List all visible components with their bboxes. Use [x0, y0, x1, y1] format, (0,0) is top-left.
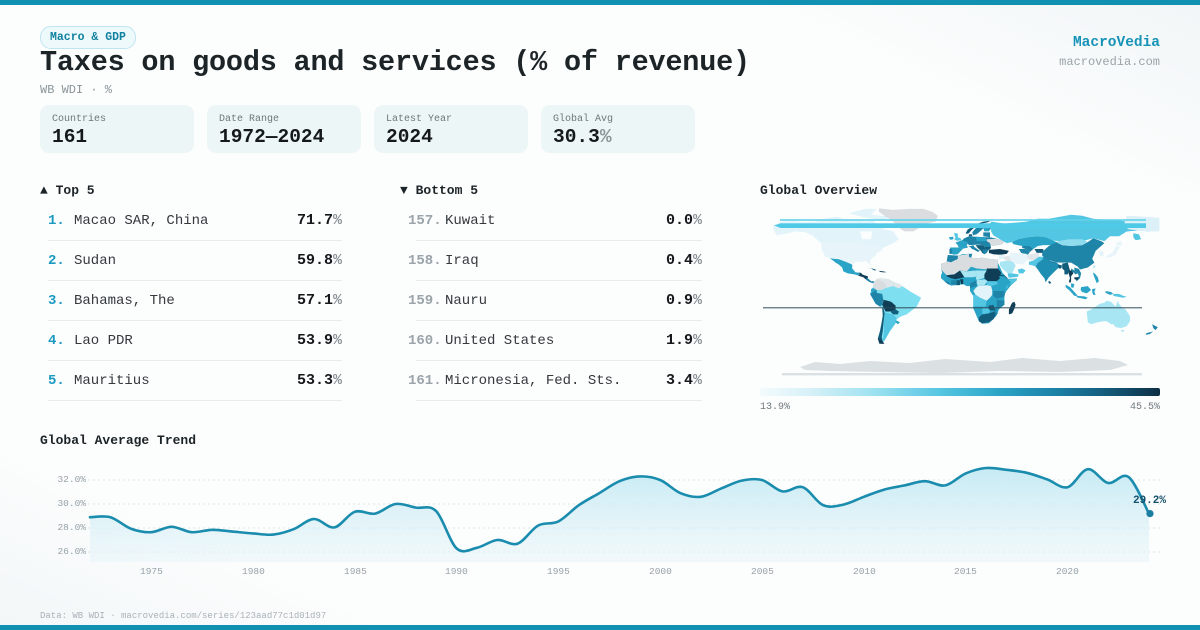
svg-text:29.2%: 29.2%	[1133, 495, 1166, 507]
